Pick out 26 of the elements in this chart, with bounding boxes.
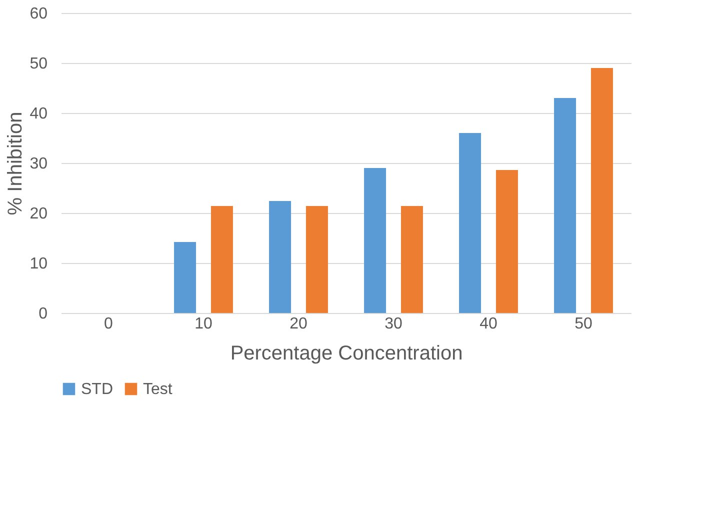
bar: [496, 170, 518, 313]
bar: [364, 168, 386, 313]
bar: [459, 133, 482, 313]
x-tick-label: 0: [104, 316, 114, 332]
bar: [174, 242, 196, 313]
y-tick-label: 10: [30, 256, 48, 272]
bar: [554, 98, 576, 313]
legend-label: STD: [81, 381, 113, 398]
bar: [590, 68, 613, 313]
bar: [269, 201, 292, 313]
y-axis-title: % Inhibition: [4, 112, 27, 216]
y-tick-label: 60: [30, 6, 48, 22]
x-tick-label: 20: [290, 316, 308, 332]
legend-label: Test: [143, 381, 173, 398]
x-tick-label: 50: [574, 316, 592, 332]
bar: [210, 206, 233, 313]
x-axis-title: Percentage Concentration: [230, 342, 463, 364]
x-tick-label: 10: [194, 316, 212, 332]
y-tick-label: 30: [30, 156, 48, 172]
y-tick-label: 20: [30, 206, 48, 222]
bar: [306, 206, 328, 313]
x-tick-label: 30: [384, 316, 402, 332]
y-tick-label: 40: [30, 106, 48, 122]
bar: [400, 206, 423, 313]
x-tick-label: 40: [480, 316, 498, 332]
y-tick-label: 50: [30, 56, 48, 72]
